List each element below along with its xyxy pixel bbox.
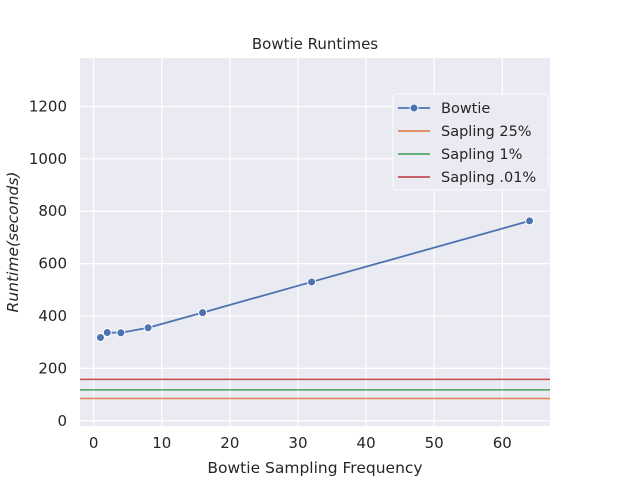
x-tick-label: 50: [425, 434, 444, 452]
y-tick-label: 600: [38, 255, 67, 273]
y-tick-label: 0: [57, 412, 67, 430]
data-point: [95, 332, 105, 342]
x-tick-labels: 0 10 20 30 40 50 60: [89, 434, 512, 452]
x-tick-label: 20: [220, 434, 239, 452]
y-tick-label: 1000: [29, 150, 67, 168]
chart-title: Bowtie Runtimes: [252, 35, 378, 53]
legend-label: Bowtie: [441, 101, 490, 117]
legend-marker: [409, 103, 419, 113]
series-lines: [95, 216, 535, 342]
data-point: [307, 277, 317, 287]
data-point: [198, 308, 208, 318]
x-tick-label: 30: [288, 434, 307, 452]
y-tick-label: 800: [38, 202, 67, 220]
x-tick-label: 0: [89, 434, 99, 452]
y-tick-labels: 0 200 400 600 800 1000 1200: [29, 97, 67, 429]
x-tick-label: 40: [357, 434, 376, 452]
data-point: [116, 328, 126, 338]
y-tick-label: 400: [38, 307, 67, 325]
legend-label: Sapling 25%: [441, 124, 532, 140]
legend-box: [392, 93, 549, 191]
grid-lines: [80, 58, 550, 426]
y-tick-label: 200: [38, 359, 67, 377]
legend-label: Sapling .01%: [441, 170, 536, 186]
data-point: [143, 323, 153, 333]
x-tick-label: 10: [152, 434, 171, 452]
data-point: [525, 216, 535, 226]
legend: Bowtie Sapling 25% Sapling 1% Sapling .01%: [392, 93, 549, 191]
legend-label: Sapling 1%: [441, 147, 522, 163]
x-axis-label: Bowtie Sampling Frequency: [207, 459, 422, 477]
y-tick-label: 1200: [29, 97, 67, 115]
x-tick-label: 60: [493, 434, 512, 452]
sapling-lines: [80, 378, 550, 400]
y-axis-label: Runtime(seconds): [4, 172, 22, 313]
data-point: [102, 327, 112, 337]
